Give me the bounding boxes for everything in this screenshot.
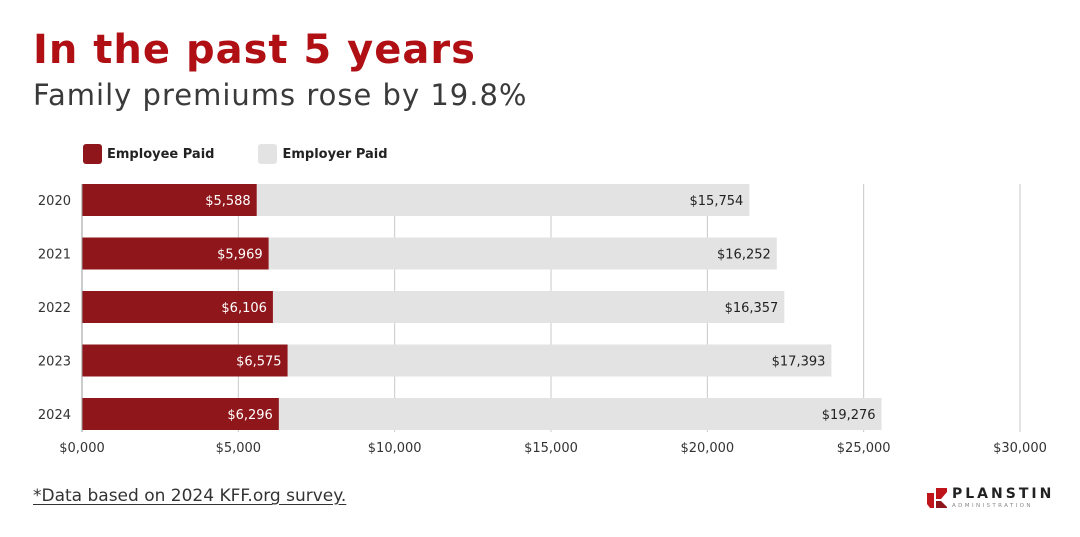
legend-label-employee: Employee Paid [107,146,215,162]
logo-name: PLANSTIN [952,486,1055,502]
bar-employer [256,184,750,216]
legend-swatch-employer [258,144,278,164]
bar-employee [82,344,288,377]
data-label-employer: $16,252 [717,248,771,263]
company-logo: PLANSTIN ADMINISTRATION [927,487,1054,510]
data-label-employee: $6,106 [221,301,267,316]
bar-employer [268,237,777,270]
legend-item-employer: Employer Paid [258,144,388,164]
x-tick-label: $20,000 [680,441,734,456]
data-label-employer: $17,393 [772,355,826,370]
y-tick-label: 2021 [38,248,71,263]
data-label-employee: $5,588 [205,194,251,209]
x-tick-label: $5,000 [216,441,262,456]
y-tick-label: 2020 [38,194,71,209]
logo-tagline: ADMINISTRATION [952,503,1033,509]
x-tick-label: $30,000 [993,441,1047,456]
chart-subtitle: Family premiums rose by 19.8% [33,78,528,112]
x-tick-label: $15,000 [524,441,578,456]
data-label-employee: $5,969 [217,248,263,263]
bar-employee [82,398,279,430]
y-tick-label: 2022 [38,301,71,316]
bar-employer [287,344,832,377]
chart-title: In the past 5 years [33,27,476,73]
data-label-employee: $6,296 [227,408,273,423]
x-tick-label: $10,000 [368,441,422,456]
data-label-employer: $16,357 [725,301,779,316]
bar-employee [82,237,269,270]
legend-label-employer: Employer Paid [282,146,388,162]
legend: Employee Paid Employer Paid [83,144,432,164]
bar-employer [272,291,785,323]
data-label-employer: $15,754 [690,194,744,209]
legend-item-employee: Employee Paid [83,144,214,164]
bar-employee [82,291,273,323]
legend-swatch-employee [83,144,102,164]
x-tick-label: $25,000 [837,441,891,456]
data-label-employer: $19,276 [822,408,876,423]
logo-mark-icon [927,488,947,509]
x-tick-label: $0,000 [59,441,105,456]
y-tick-label: 2023 [38,355,71,370]
data-label-employee: $6,575 [236,355,282,370]
bar-employer [278,398,882,430]
y-tick-label: 2024 [38,408,71,423]
bar-employee [82,184,257,216]
footnote: *Data based on 2024 KFF.org survey. [33,486,347,506]
